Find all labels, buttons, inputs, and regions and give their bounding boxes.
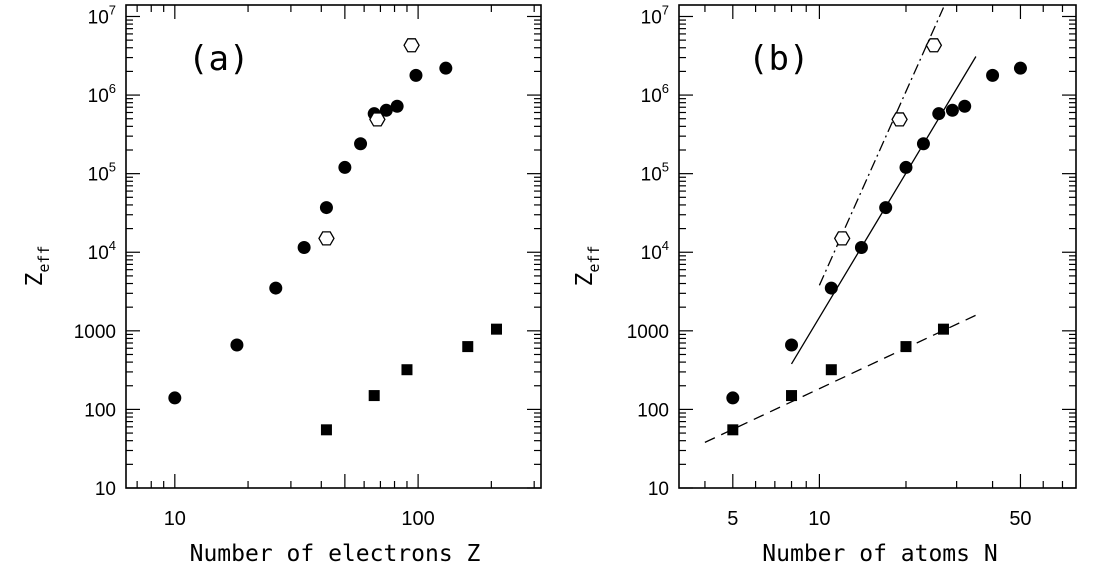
- y-tick-label-b: 107: [641, 2, 669, 28]
- ticks-b: [679, 5, 1076, 489]
- fit-line-dashed: [704, 314, 977, 443]
- data-point-circle: [824, 281, 838, 295]
- y-tick-label-b: 105: [641, 160, 669, 186]
- data-point-square: [490, 323, 502, 335]
- y-tick-label-a: 1000: [74, 322, 116, 343]
- y-tick-label-b: 10: [648, 479, 669, 500]
- data-point-circle: [230, 338, 244, 352]
- data-point-circle: [168, 391, 182, 405]
- data-point-circle: [379, 103, 393, 117]
- x-tick-label-a: 100: [401, 508, 434, 530]
- data-point-square: [825, 364, 837, 376]
- data-point-circle: [879, 201, 893, 215]
- data-point-square: [320, 424, 332, 436]
- data-point-circle: [319, 201, 333, 215]
- panel-label-b: (b): [748, 39, 809, 79]
- data-point-circle: [916, 137, 930, 151]
- x-axis-label-a: Number of electrons Z: [190, 541, 481, 567]
- marks-a: [168, 38, 502, 436]
- data-point-circle: [932, 107, 946, 121]
- data-point-circle: [297, 240, 311, 254]
- data-point-circle: [354, 137, 368, 151]
- data-point-square: [368, 390, 380, 402]
- data-point-circle: [945, 103, 959, 117]
- plot-frame-a: [125, 4, 542, 489]
- y-axis-label-a: Zeff: [22, 246, 53, 287]
- data-point-circle: [726, 391, 740, 405]
- y-tick-label-a: 107: [88, 2, 116, 28]
- data-point-circle: [854, 240, 868, 254]
- data-point-circle: [785, 338, 799, 352]
- y-tick-label-a: 104: [88, 238, 116, 264]
- data-point-circle: [1013, 61, 1027, 75]
- data-point-square: [937, 323, 949, 335]
- data-point-square: [462, 341, 474, 353]
- data-point-square: [727, 424, 739, 436]
- data-point-circle: [390, 99, 404, 113]
- data-point-hexagon: [369, 112, 386, 127]
- y-tick-label-b: 106: [641, 81, 669, 107]
- data-point-hexagon: [833, 231, 851, 246]
- plot-frame-b: [678, 4, 1077, 489]
- data-point-square: [786, 390, 798, 402]
- y-axis-label-b: Zeff: [572, 246, 603, 287]
- x-axis-label-b: Number of atoms N: [762, 541, 997, 567]
- data-point-circle: [439, 61, 453, 75]
- data-point-circle: [409, 68, 423, 82]
- x-tick-label-b: 10: [808, 508, 830, 530]
- panel-label-a: (a): [188, 39, 249, 79]
- panel-a: (a) Number of electrons Z Zeff 10 100 1000…: [22, 2, 542, 567]
- data-point-circle: [899, 160, 913, 174]
- x-tick-label-a: 10: [164, 508, 186, 530]
- data-point-hexagon: [318, 231, 335, 246]
- fit-lines-b: [704, 7, 977, 443]
- y-tick-label-a: 106: [88, 81, 116, 107]
- panel-b: (b) Number of atoms N Zeff 10 100 1000 104 1…: [572, 2, 1077, 567]
- y-tick-label-a: 105: [88, 160, 116, 186]
- y-tick-label-a: 10: [95, 479, 116, 500]
- data-point-circle: [269, 281, 283, 295]
- data-point-hexagon: [925, 38, 943, 53]
- y-tick-label-b: 100: [637, 400, 669, 421]
- y-tick-label-b: 1000: [627, 322, 669, 343]
- ticks-a: [126, 5, 541, 489]
- x-tick-label-b: 50: [1009, 508, 1031, 530]
- data-point-circle: [986, 68, 1000, 82]
- y-tick-label-a: 100: [84, 400, 116, 421]
- data-point-square: [900, 341, 912, 353]
- y-tick-label-b: 104: [641, 238, 669, 264]
- data-point-hexagon: [891, 112, 908, 127]
- data-point-hexagon: [403, 38, 420, 53]
- data-point-circle: [338, 160, 352, 174]
- data-point-square: [401, 364, 413, 376]
- data-point-circle: [958, 99, 972, 113]
- x-tick-label-b: 5: [727, 508, 738, 530]
- marks-b: [726, 38, 1027, 436]
